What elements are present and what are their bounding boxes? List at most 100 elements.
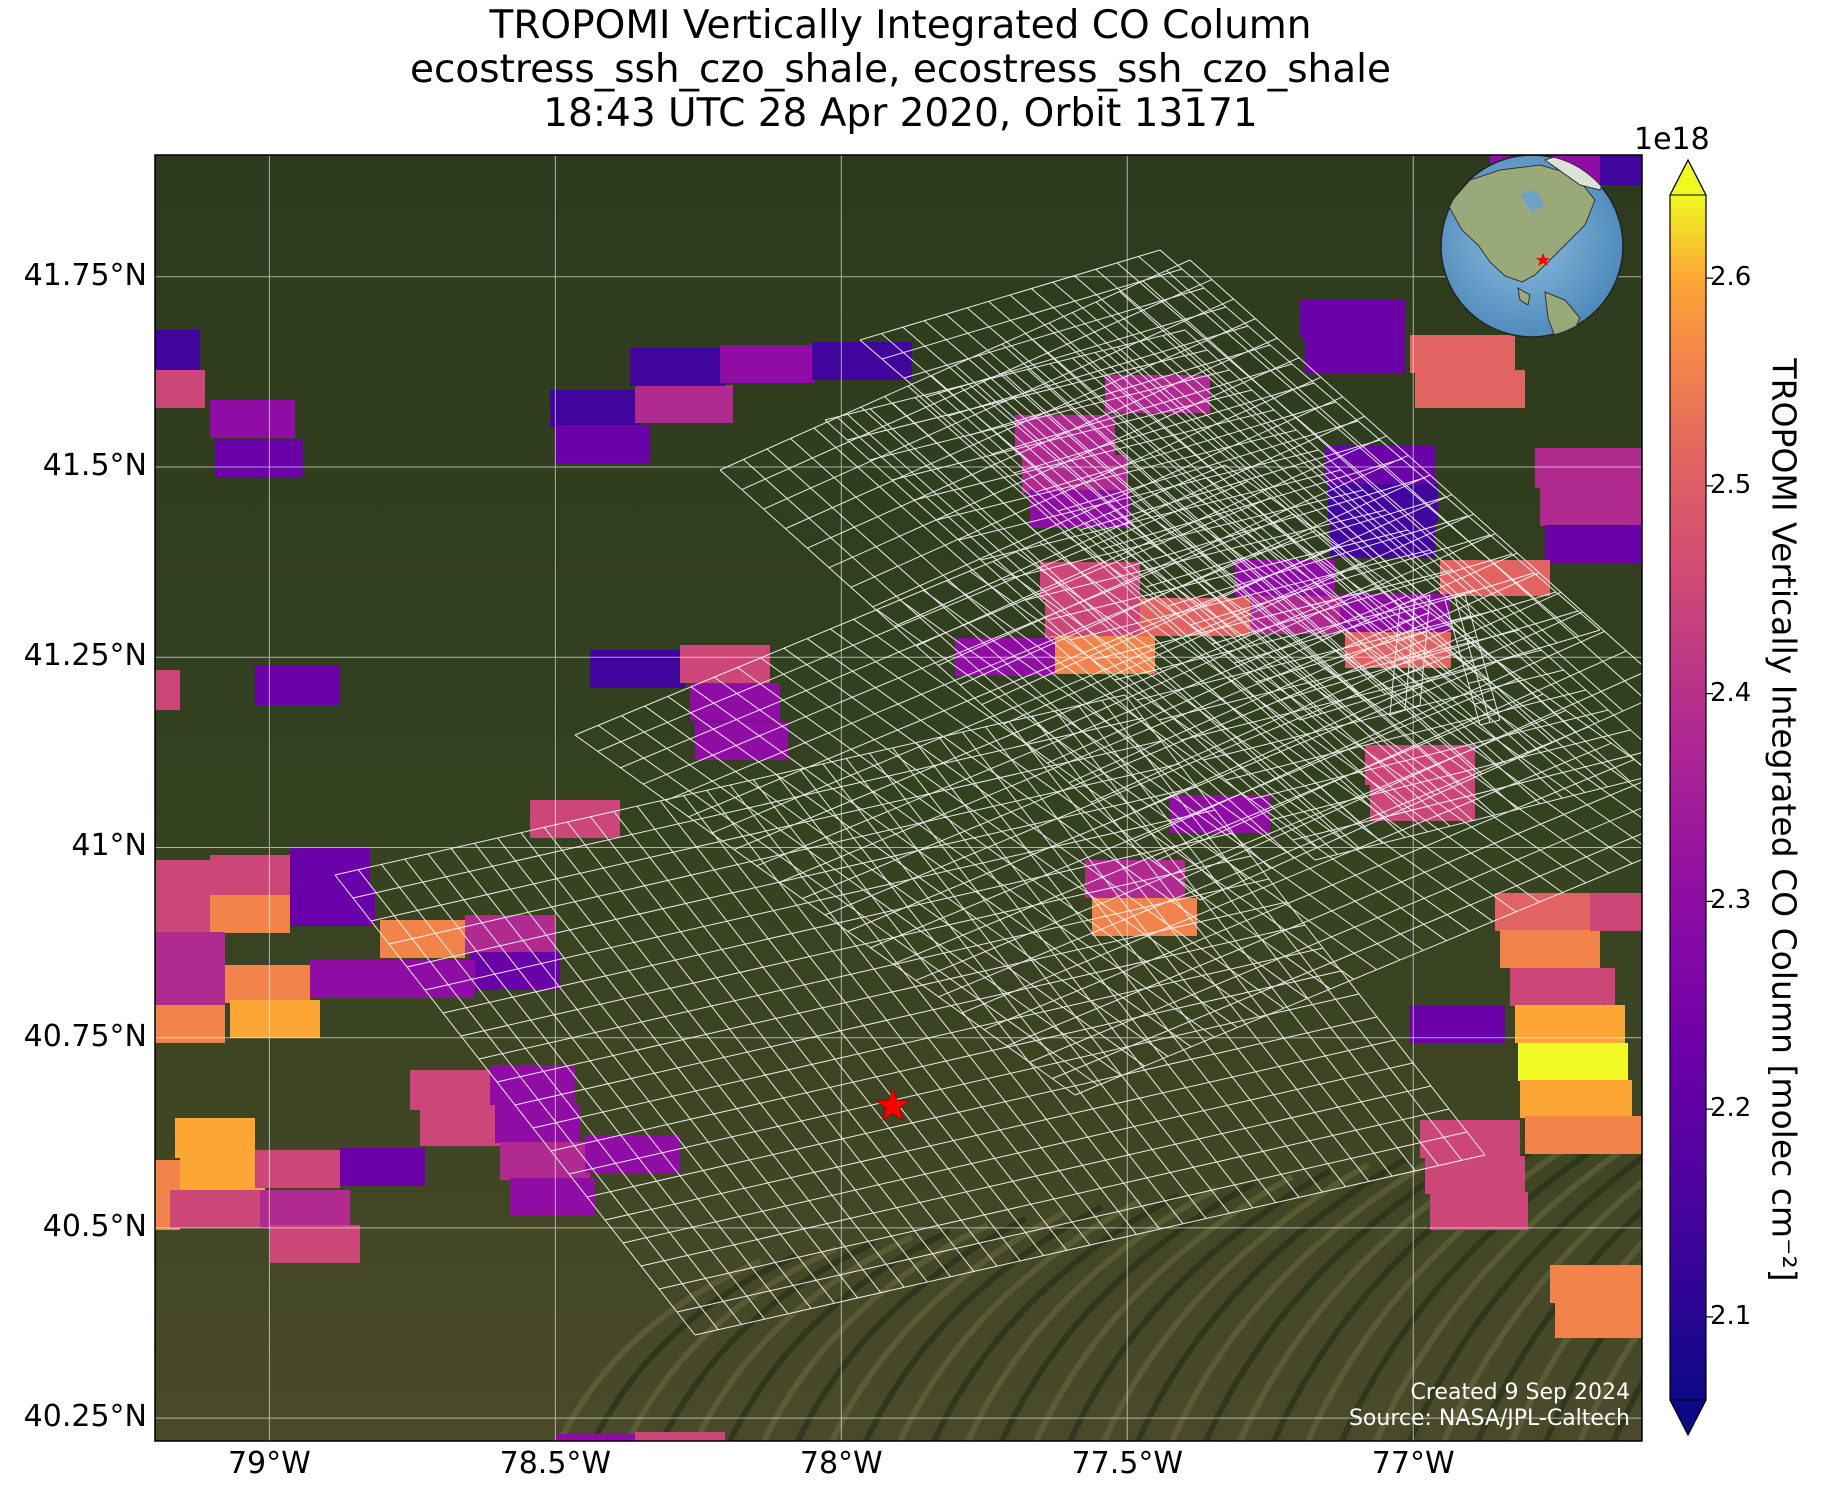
co-column-pixel <box>1515 1005 1625 1043</box>
co-column-pixel <box>1600 155 1642 185</box>
footprint-line <box>1277 610 1579 702</box>
y-tick-label: 41°N <box>71 828 147 864</box>
ridge-line <box>931 1192 1180 1441</box>
co-column-pixel <box>255 665 340 705</box>
co-column-pixel <box>155 370 205 408</box>
co-column-pixel <box>155 895 210 935</box>
map-frame <box>154 154 1643 1442</box>
ridge-line <box>1475 1206 1642 1441</box>
y-tick-label: 41.75°N <box>23 257 147 293</box>
ridge-line <box>693 1234 914 1441</box>
colorbar-outline <box>1669 158 1707 1437</box>
footprint-line <box>1299 629 1601 721</box>
footprint-line <box>1013 382 1315 474</box>
footprint-line <box>370 740 1162 922</box>
co-column-pixel <box>1305 335 1405 373</box>
footprint-line <box>807 337 1278 549</box>
ridge-line <box>727 1228 952 1441</box>
footprint-line <box>604 1039 1396 1221</box>
footprint-line <box>1069 549 1431 641</box>
footprint-line <box>1181 649 1542 741</box>
footprint-line <box>1225 689 1587 781</box>
footprint-line <box>1399 594 1431 606</box>
footprint-line <box>1233 572 1535 664</box>
co-column-pixel <box>290 888 375 926</box>
footprint-line <box>1167 515 1469 607</box>
co-column-pixel <box>260 1190 350 1228</box>
footprint-line <box>1462 657 1483 663</box>
footprint-line <box>961 742 1612 1014</box>
ridge-line <box>1101 1162 1370 1441</box>
co-column-pixel <box>155 670 180 710</box>
footprint-line <box>1079 439 1381 531</box>
colorbar-tick-label: 2.1 <box>1710 1300 1752 1331</box>
footprint-line <box>1211 553 1513 645</box>
footprint-line <box>741 279 1213 491</box>
ridge-line <box>863 1204 1104 1441</box>
co-column-pixel <box>1410 335 1515 373</box>
co-column-pixel <box>1535 448 1642 488</box>
co-column-pixel <box>230 1000 320 1038</box>
co-column-pixel <box>210 400 295 438</box>
footprint-line <box>658 1108 1450 1290</box>
co-column-pixel <box>1550 1265 1642 1303</box>
co-column-pixel <box>465 915 555 953</box>
footprint-line <box>496 901 1288 1083</box>
footprint-line <box>1393 667 1424 679</box>
co-column-pixel <box>1140 598 1250 636</box>
ridge-line <box>999 1180 1256 1441</box>
ridge-line <box>1067 1168 1332 1441</box>
co-column-pixel <box>720 345 815 383</box>
co-column-pixel <box>470 952 560 990</box>
co-column-pixel <box>1545 525 1642 563</box>
footprint-line <box>719 259 1191 471</box>
footprint-line <box>981 494 1453 706</box>
footprint-line <box>870 677 1521 949</box>
footprint-line <box>1444 594 1466 601</box>
x-tick-label: 78°W <box>799 1446 883 1481</box>
co-column-pixel <box>210 855 290 895</box>
co-column-pixel <box>635 1432 725 1441</box>
co-column-pixel <box>420 1108 505 1146</box>
co-column-pixel <box>1510 968 1615 1006</box>
colorbar-exponent: 1e18 <box>1634 122 1710 157</box>
footprint-line <box>925 306 1227 398</box>
footprint-line <box>406 786 1198 968</box>
footprint-line <box>785 318 1256 530</box>
footprint-line <box>640 1085 1432 1267</box>
footprint-line <box>622 1062 1414 1244</box>
footprint-line <box>869 369 1230 461</box>
footprint-line <box>894 415 1365 627</box>
co-column-pixel <box>490 1065 575 1105</box>
co-column-pixel <box>1415 370 1525 408</box>
footprint-line <box>568 993 1360 1175</box>
co-column-pixel <box>175 1118 255 1158</box>
footprint-line <box>334 694 1126 876</box>
co-column-pixel <box>1555 1300 1642 1338</box>
colorbar-tick-label: 2.2 <box>1710 1093 1752 1124</box>
footprint-line <box>1101 458 1403 550</box>
footprint-line <box>1270 729 1631 821</box>
co-column-pixel <box>630 348 725 386</box>
co-column-pixel <box>1430 1192 1528 1230</box>
co-column-pixel <box>1410 1005 1505 1043</box>
co-column-pixel <box>550 390 640 428</box>
footprint-line <box>903 287 1205 379</box>
co-column-pixel <box>812 342 912 380</box>
co-column-pixel <box>1518 1043 1628 1081</box>
co-column-pixel <box>155 1005 225 1043</box>
colorbar-tick-label: 2.5 <box>1710 469 1752 500</box>
ridge-line <box>625 1246 838 1441</box>
co-column-pixel <box>155 968 225 1006</box>
footprint-line <box>694 1154 1486 1336</box>
co-column-pixel <box>410 1070 495 1110</box>
inset-globe <box>1440 155 1624 338</box>
footprint-line <box>1203 669 1564 761</box>
ridge-line <box>1577 1321 1642 1441</box>
x-tick-label: 79°W <box>227 1446 311 1481</box>
footprint-line <box>1248 709 1609 801</box>
ridge-line <box>761 1222 990 1441</box>
co-column-pixel <box>590 650 685 688</box>
co-column-pixel <box>1590 893 1642 931</box>
